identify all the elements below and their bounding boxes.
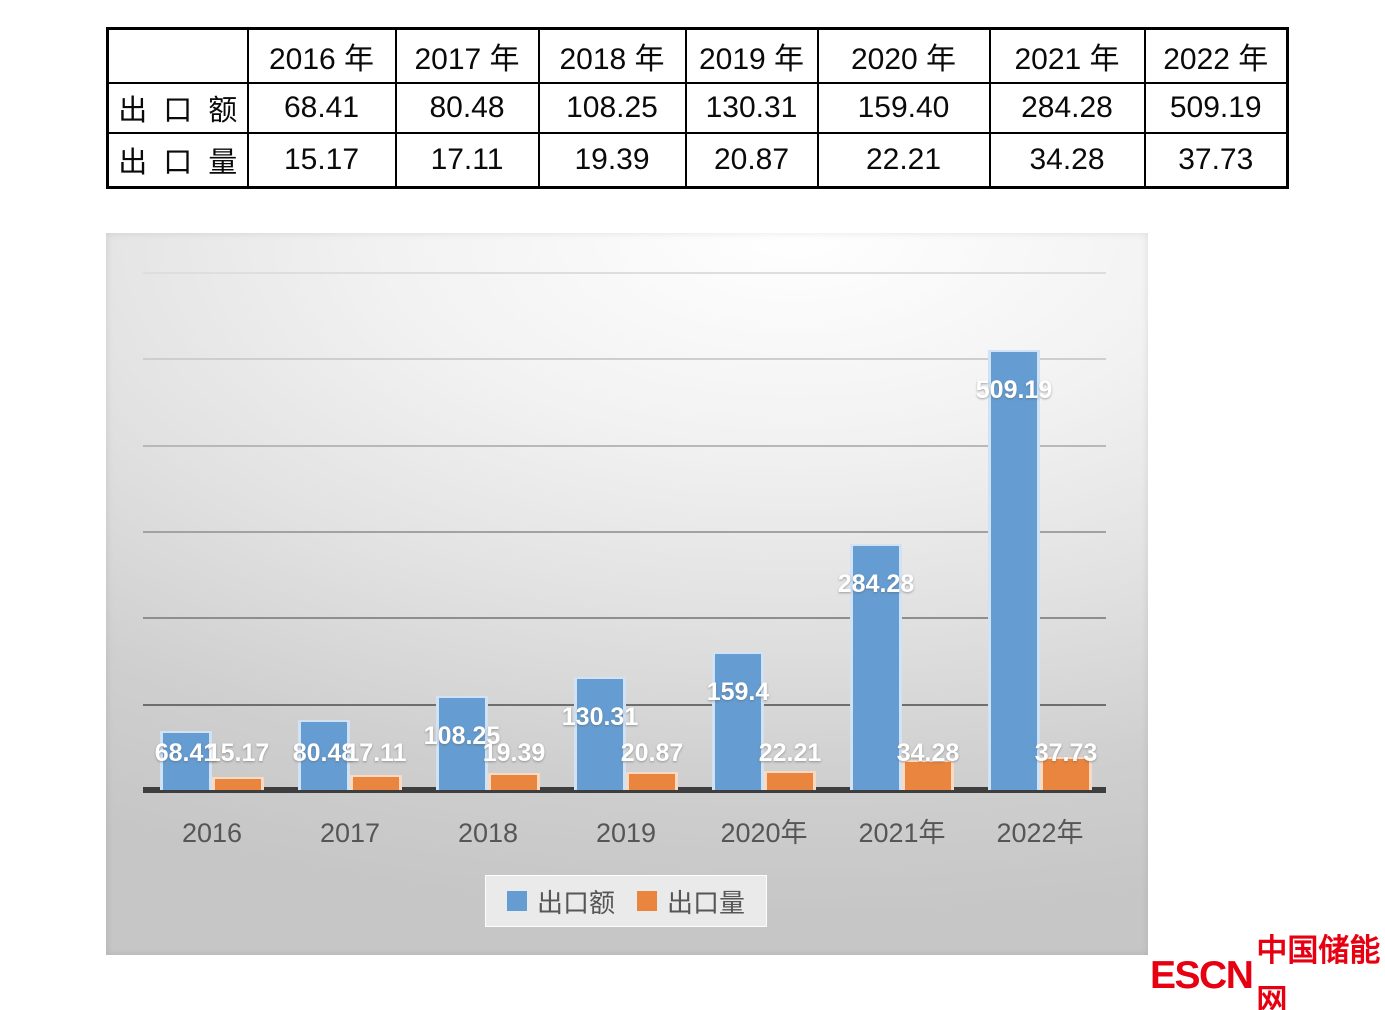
cell-export-volume-2019: 20.87 xyxy=(684,131,819,189)
cell-export-value-2019: 130.31 xyxy=(684,81,819,134)
cell-export-volume-2017: 17.11 xyxy=(394,131,540,189)
export-value-bar-2021 xyxy=(850,544,902,790)
table-header-2017: 2017 年 xyxy=(394,27,540,84)
export-volume-data-label-2021: 34.28 xyxy=(896,739,960,767)
legend-swatch-export-value xyxy=(506,891,527,911)
cell-export-value-2016: 68.41 xyxy=(246,81,397,134)
export-volume-data-label-2017: 17.11 xyxy=(345,739,407,767)
export-value-data-label-2018: 108.25 xyxy=(423,722,501,751)
export-value-data-label-2021: 284.28 xyxy=(837,570,915,599)
cell-export-volume-2021: 34.28 xyxy=(988,131,1146,189)
table-header-2020: 2020 年 xyxy=(816,27,991,84)
cell-export-volume-2020: 22.21 xyxy=(816,131,991,189)
table-row-export-volume: 出口量 15.17 17.11 19.39 20.87 22.21 34.28 … xyxy=(106,131,1289,189)
data-table: 2016 年 2017 年 2018 年 2019 年 2020 年 2021 … xyxy=(106,27,1289,189)
table-corner-cell xyxy=(106,27,249,84)
cell-export-value-2020: 159.40 xyxy=(816,81,991,134)
export-value-bar-2017 xyxy=(298,720,350,790)
x-axis-label-2022: 2022年 xyxy=(996,818,1084,848)
export-value-bar-2018 xyxy=(436,696,488,790)
cell-export-value-2018: 108.25 xyxy=(537,81,687,134)
export-volume-bar-2022 xyxy=(1040,757,1092,790)
logo-text-cjk: 中国储能网 xyxy=(1256,933,1381,1010)
cell-export-value-2022: 509.19 xyxy=(1143,81,1289,134)
export-volume-bar-2020 xyxy=(764,770,816,790)
export-volume-bar-2019 xyxy=(626,771,678,790)
gridline-400 xyxy=(143,444,1106,447)
x-axis-label-2018: 2018 xyxy=(457,818,519,848)
export-volume-data-label-2016: 15.17 xyxy=(206,739,270,767)
cell-export-value-2021: 284.28 xyxy=(988,81,1146,134)
export-value-bar-2016 xyxy=(160,730,212,790)
export-volume-bar-2018 xyxy=(488,773,540,790)
export-volume-data-label-2018: 19.39 xyxy=(482,739,546,767)
row-label-export-volume: 出口量 xyxy=(106,131,249,189)
cell-export-volume-2018: 19.39 xyxy=(537,131,687,189)
row-label-export-value: 出口额 xyxy=(106,81,249,134)
legend-label-export-value: 出口额 xyxy=(536,887,615,918)
cell-export-volume-2016: 15.17 xyxy=(246,131,397,189)
bar-chart: 出口额 出口量 2016 68.41 15.17 2017 80.48 17.11 2018… xyxy=(106,233,1148,955)
table-row-export-value: 出口额 68.41 80.48 108.25 130.31 159.40 284… xyxy=(106,81,1289,134)
cell-export-volume-2022: 37.73 xyxy=(1143,131,1289,189)
x-axis-label-2020: 2020年 xyxy=(720,818,808,848)
cell-export-value-2017: 80.48 xyxy=(394,81,540,134)
legend-label-export-volume: 出口量 xyxy=(667,887,746,918)
table-header-2016: 2016 年 xyxy=(246,27,397,84)
legend-item-export-volume: 出口量 xyxy=(637,883,745,920)
chart-legend: 出口额 出口量 xyxy=(485,875,767,927)
gridline-500 xyxy=(143,358,1106,361)
table-header-2021: 2021 年 xyxy=(988,27,1146,84)
export-volume-data-label-2020: 22.21 xyxy=(758,739,822,767)
export-value-bar-2020 xyxy=(712,652,764,790)
gridline-300 xyxy=(143,531,1106,534)
export-value-data-label-2016: 68.41 xyxy=(154,739,218,767)
export-value-data-label-2020: 159.4 xyxy=(706,678,770,707)
legend-item-export-value: 出口额 xyxy=(506,883,615,920)
export-value-bar-2022 xyxy=(988,350,1040,790)
legend-swatch-export-volume xyxy=(637,891,657,911)
x-axis-label-2017: 2017 xyxy=(319,818,381,848)
export-volume-bar-2017 xyxy=(350,775,402,790)
export-value-bar-2019 xyxy=(574,677,626,790)
table-header-2022: 2022 年 xyxy=(1143,27,1289,84)
logo-text-latin: ESCN xyxy=(1150,954,1254,997)
x-axis-label-2019: 2019 xyxy=(595,818,657,848)
x-axis-line xyxy=(143,787,1106,793)
table-header-2018: 2018 年 xyxy=(537,27,687,84)
export-volume-data-label-2022: 37.73 xyxy=(1034,739,1098,767)
escn-watermark-logo: ESCN 中国储能网 xyxy=(1150,933,1385,1010)
x-axis-label-2021: 2021年 xyxy=(858,818,946,848)
export-volume-data-label-2019: 20.87 xyxy=(620,739,684,767)
export-volume-bar-2021 xyxy=(902,760,954,790)
export-value-data-label-2019: 130.31 xyxy=(561,703,639,732)
table-header-2019: 2019 年 xyxy=(684,27,819,84)
table-header-row: 2016 年 2017 年 2018 年 2019 年 2020 年 2021 … xyxy=(106,27,1289,84)
gridline-200 xyxy=(143,617,1106,620)
gridline-600 xyxy=(143,272,1106,275)
export-value-data-label-2017: 80.48 xyxy=(292,739,356,767)
export-value-data-label-2022: 509.19 xyxy=(975,376,1053,405)
x-axis-label-2016: 2016 xyxy=(181,818,243,848)
export-volume-bar-2016 xyxy=(212,776,264,790)
